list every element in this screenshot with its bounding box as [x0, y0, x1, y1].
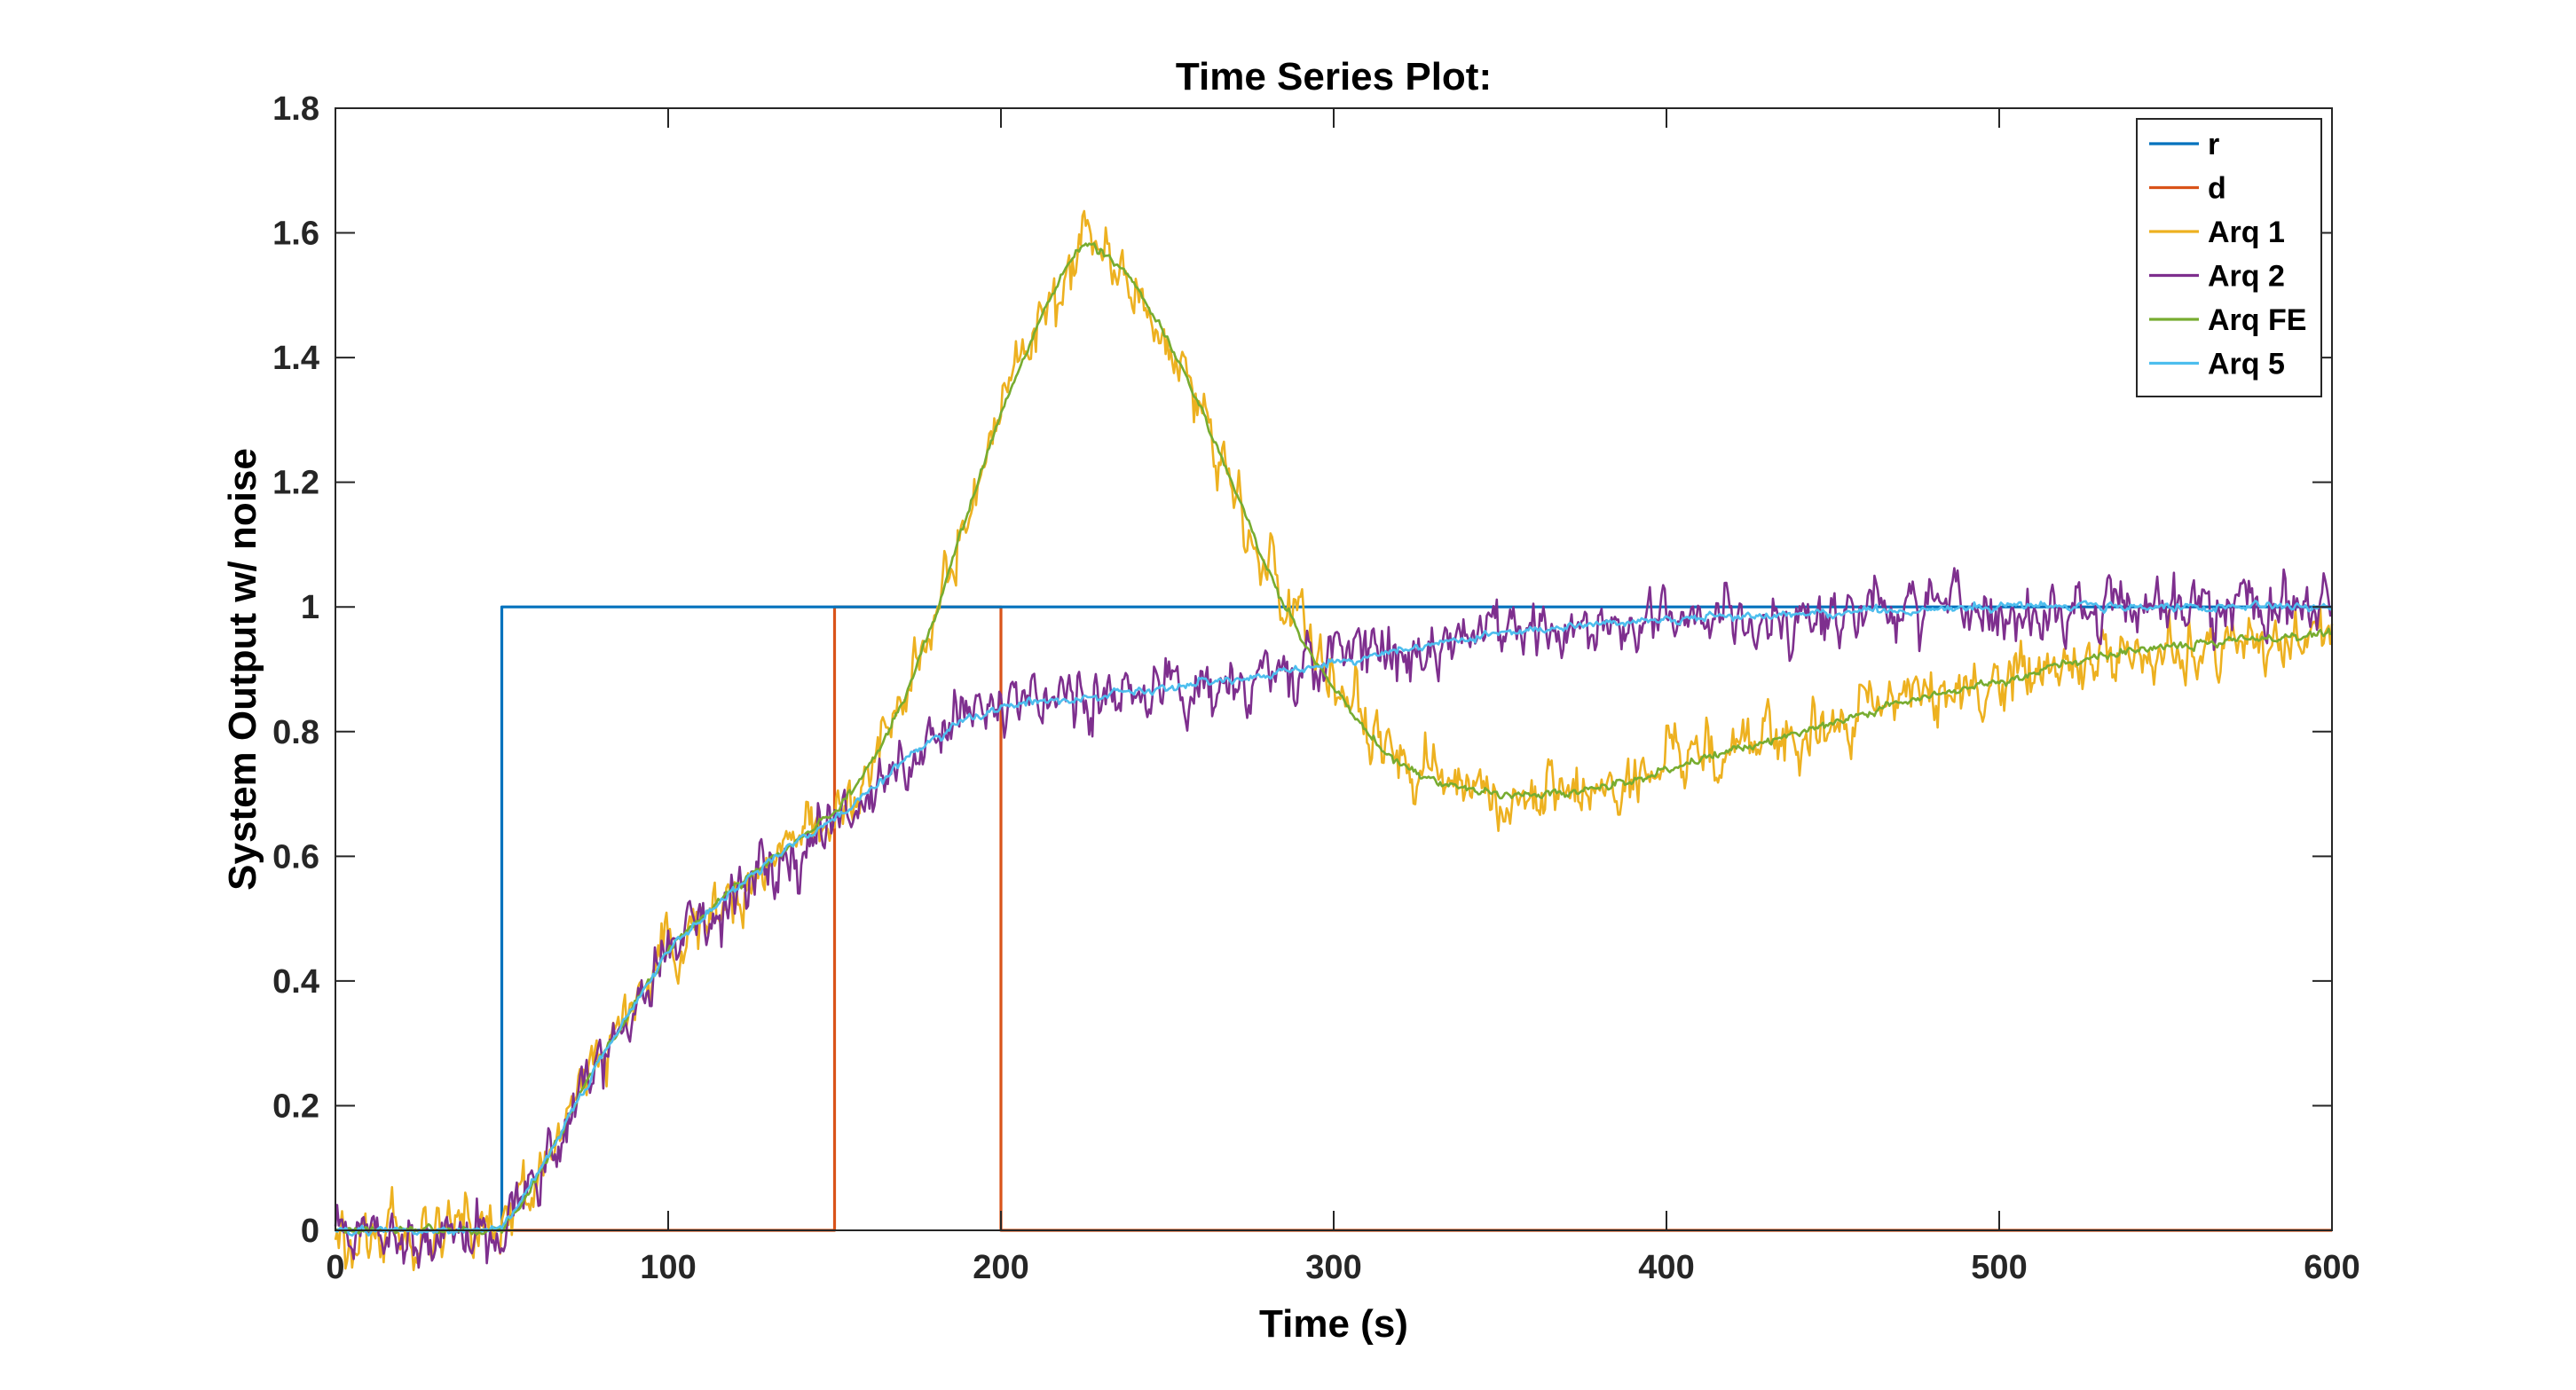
legend-label: Arq 1	[2208, 216, 2285, 249]
series-line-arq-fe	[335, 242, 2333, 1236]
x-tick-label: 400	[1638, 1249, 1694, 1286]
x-tick-label: 500	[1971, 1249, 2027, 1286]
legend: rd Arq 1 Arq 2 Arq FE Arq 5	[2136, 118, 2322, 397]
y-tick-label: 0.2	[272, 1088, 319, 1125]
x-tick-label: 100	[640, 1249, 696, 1286]
y-tick-label: 0.6	[272, 838, 319, 876]
x-axis-label: Time (s)	[1259, 1302, 1408, 1346]
series-line-arq-5	[335, 600, 2333, 1237]
y-axis-label: System Output w/ noise	[221, 448, 264, 891]
y-tick-label: 1.4	[272, 340, 319, 377]
legend-box	[2136, 118, 2322, 397]
chart-title: Time Series Plot:	[1176, 55, 1492, 98]
legend-label: Arq 5	[2208, 348, 2285, 381]
ticks-layer: 0 100 200 300 400 500 600 0 0.2 0.4 0.6 0.8 1 1.2 1.4 1…	[272, 90, 2360, 1286]
legend-label: Arq FE	[2208, 303, 2306, 337]
x-tick-label: 0	[326, 1249, 344, 1286]
legend-label: d	[2208, 172, 2226, 206]
y-tick-label: 1.2	[272, 465, 319, 502]
y-tick-label: 1.8	[272, 90, 319, 128]
legend-label: Arq 2	[2208, 260, 2285, 294]
y-tick-label: 0.4	[272, 963, 319, 1001]
x-tick-label: 600	[2304, 1249, 2359, 1286]
y-tick-label: 1.6	[272, 216, 319, 253]
legend-label: r	[2208, 128, 2219, 161]
y-tick-label: 0.8	[272, 714, 319, 751]
y-tick-label: 0	[301, 1213, 319, 1250]
x-tick-label: 200	[973, 1249, 1028, 1286]
x-tick-label: 300	[1305, 1249, 1361, 1286]
y-tick-label: 1	[301, 589, 319, 626]
